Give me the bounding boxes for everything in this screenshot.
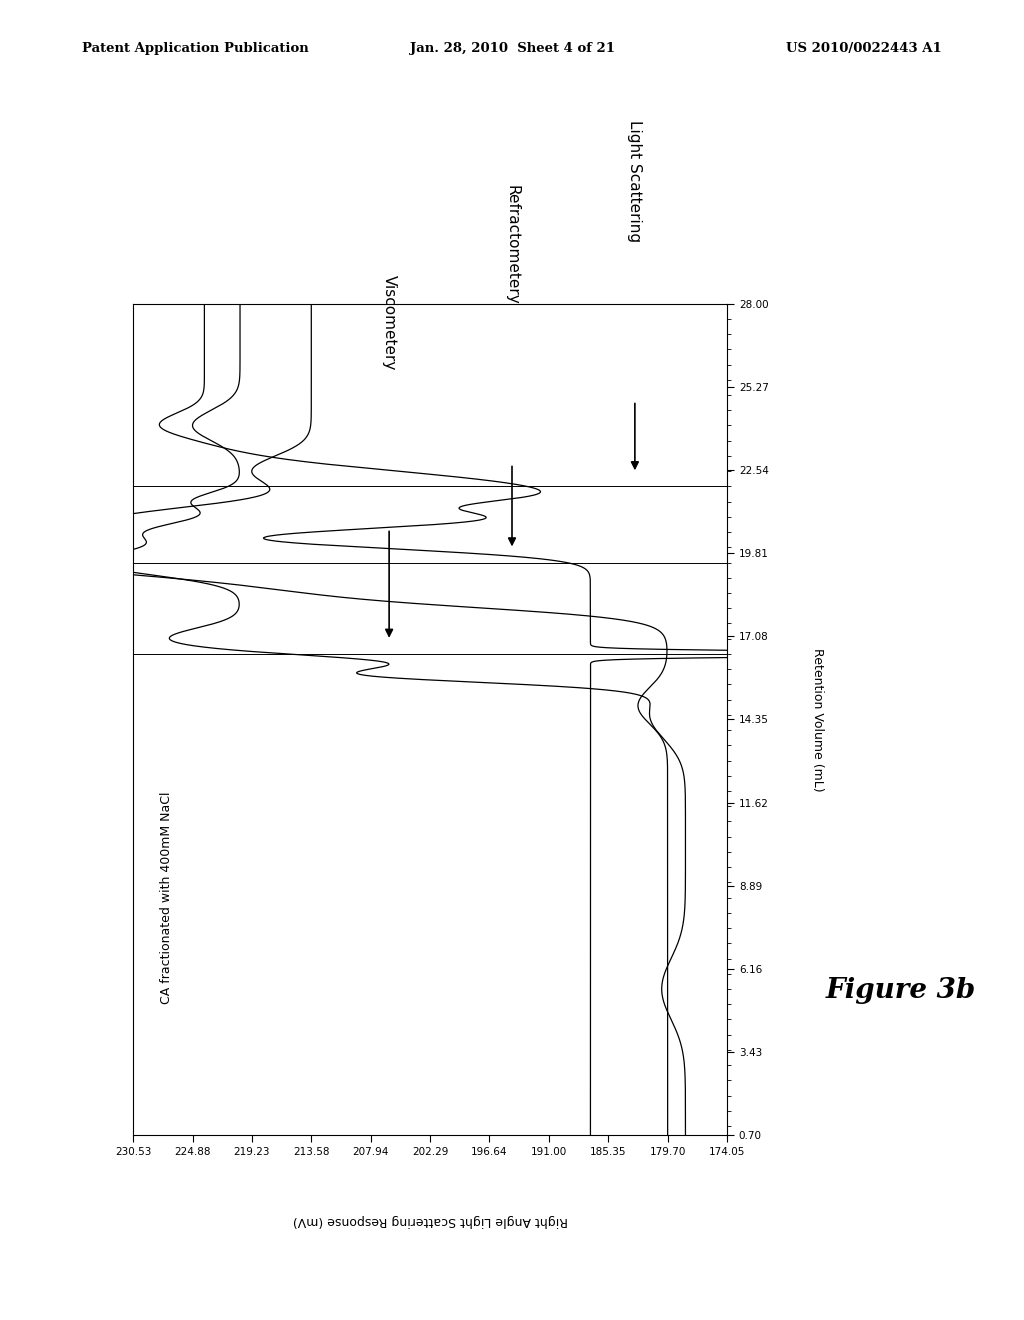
Text: Figure 3b: Figure 3b (826, 977, 976, 1003)
Text: Patent Application Publication: Patent Application Publication (82, 42, 308, 55)
Text: US 2010/0022443 A1: US 2010/0022443 A1 (786, 42, 942, 55)
Text: Viscometery: Viscometery (382, 275, 396, 370)
Text: CA fractionated with 400mM NaCl: CA fractionated with 400mM NaCl (160, 792, 173, 1005)
Text: Light Scattering: Light Scattering (628, 120, 642, 242)
Text: Right Angle Light Scattering Response (mV): Right Angle Light Scattering Response (m… (293, 1214, 567, 1228)
Text: Refractometery: Refractometery (505, 185, 519, 305)
Y-axis label: Retention Volume (mL): Retention Volume (mL) (811, 648, 824, 791)
Text: Jan. 28, 2010  Sheet 4 of 21: Jan. 28, 2010 Sheet 4 of 21 (410, 42, 614, 55)
